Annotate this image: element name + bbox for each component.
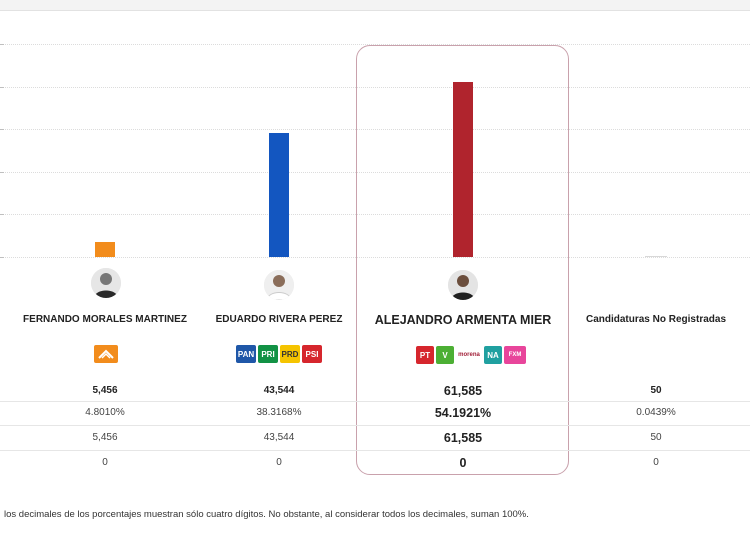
footnote: los decimales de los porcentajes muestra… xyxy=(4,509,529,520)
pri-logo-icon: PRI xyxy=(258,345,278,363)
candidate-name: Candidaturas No Registradas xyxy=(585,314,727,325)
y-tick-mark xyxy=(0,214,4,216)
percent-cell: 0.0439% xyxy=(636,407,676,418)
winner-highlight-box xyxy=(356,45,569,475)
y-tick-mark xyxy=(0,129,4,131)
bar xyxy=(453,82,473,257)
zero-cell: 0 xyxy=(276,457,282,468)
zero-cell: 0 xyxy=(459,456,467,470)
candidate-name: FERNANDO MORALES MARTINEZ xyxy=(23,314,187,325)
party-logos: PAN PRI PRD PSI xyxy=(236,345,322,363)
percent-cell: 54.1921% xyxy=(434,406,492,420)
bar xyxy=(95,241,115,257)
fuerza-por-mexico-logo-icon: FXM xyxy=(504,346,526,364)
pan-logo-icon: PAN xyxy=(236,345,256,363)
table-divider xyxy=(0,401,750,402)
y-tick-mark xyxy=(0,171,4,173)
pt-logo-icon: PT xyxy=(416,346,434,364)
prd-logo-icon: PRD xyxy=(280,345,300,363)
y-tick-mark xyxy=(0,44,4,45)
party-logos: PT V morena NA FXM xyxy=(416,346,526,364)
pvem-logo-icon: V xyxy=(436,346,454,364)
percent-cell: 4.8010% xyxy=(85,407,125,418)
gridline xyxy=(0,257,750,258)
zero-cell: 0 xyxy=(653,457,659,468)
person-avatar-icon xyxy=(448,270,478,300)
gridline xyxy=(0,129,750,131)
morena-logo-icon: morena xyxy=(456,346,482,364)
candidate-avatar xyxy=(264,270,294,300)
table-divider xyxy=(0,425,750,426)
psi-logo-icon: PSI xyxy=(302,345,322,363)
candidate-avatar xyxy=(91,268,121,298)
votes-repeat-cell: 50 xyxy=(650,432,662,443)
person-avatar-icon xyxy=(264,270,294,300)
candidate-name: ALEJANDRO ARMENTA MIER xyxy=(374,313,552,327)
votes-repeat-cell: 61,585 xyxy=(443,431,483,445)
candidate-name: EDUARDO RIVERA PEREZ xyxy=(215,314,343,325)
party-logos xyxy=(94,345,118,363)
gridline xyxy=(0,171,750,173)
candidate-avatar xyxy=(448,270,478,300)
bar xyxy=(645,256,667,257)
table-divider xyxy=(0,450,750,451)
bar xyxy=(269,133,289,257)
percent-cell: 38.3168% xyxy=(256,407,302,418)
gridline xyxy=(0,86,750,88)
votes-repeat-cell: 43,544 xyxy=(263,432,295,443)
zero-cell: 0 xyxy=(102,457,108,468)
votes-cell: 43,544 xyxy=(263,385,295,396)
votes-cell: 61,585 xyxy=(443,384,483,398)
y-tick-mark xyxy=(0,257,4,258)
gridline xyxy=(0,214,750,216)
votes-cell: 50 xyxy=(650,385,662,396)
nueva-alianza-logo-icon: NA xyxy=(484,346,502,364)
votes-cell: 5,456 xyxy=(92,385,118,396)
y-tick-mark xyxy=(0,86,4,88)
votes-repeat-cell: 5,456 xyxy=(92,432,118,443)
movimiento-ciudadano-logo-icon xyxy=(94,345,118,363)
person-avatar-icon xyxy=(91,268,121,298)
gridline xyxy=(0,44,750,45)
top-bar xyxy=(0,0,750,11)
